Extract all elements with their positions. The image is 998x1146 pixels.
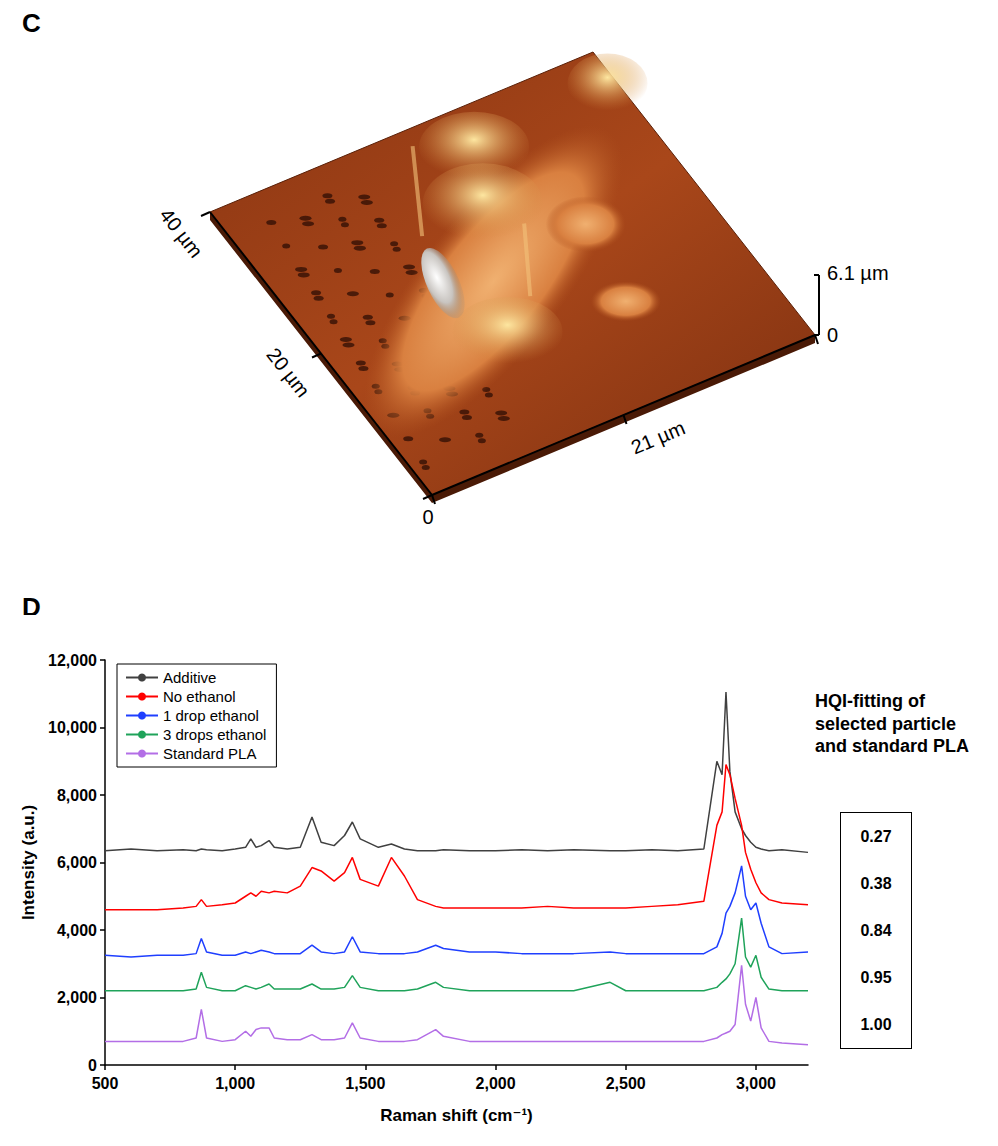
html-text:0.27: 0.27 — [860, 827, 892, 845]
html-text:C: C — [22, 8, 41, 38]
svg-text:2,000: 2,000 — [57, 989, 97, 1006]
svg-text:0: 0 — [88, 1057, 97, 1074]
html-text:0.84: 0.84 — [860, 921, 892, 939]
svg-text:2,500: 2,500 — [606, 1075, 646, 1092]
svg-text:3 drops ethanol: 3 drops ethanol — [163, 726, 266, 743]
svg-text:Standard PLA: Standard PLA — [163, 745, 256, 762]
svg-text:6,000: 6,000 — [57, 854, 97, 871]
svg-text:6.1 µm: 6.1 µm — [827, 262, 889, 284]
svg-text:2,000: 2,000 — [476, 1075, 516, 1092]
svg-text:10,000: 10,000 — [48, 719, 97, 736]
html-text:1.00: 1.00 — [860, 1015, 892, 1033]
svg-text:Intensity (a.u.): Intensity (a.u.) — [19, 805, 38, 920]
svg-text:500: 500 — [92, 1075, 119, 1092]
html-text:0.95: 0.95 — [860, 968, 892, 986]
html-text:D: D — [22, 592, 41, 622]
svg-text:Raman shift (cm⁻¹): Raman shift (cm⁻¹) — [380, 1106, 533, 1125]
svg-text:Additive: Additive — [163, 669, 216, 686]
svg-text:No ethanol: No ethanol — [163, 688, 236, 705]
svg-text:40 µm: 40 µm — [155, 204, 207, 262]
svg-text:4,000: 4,000 — [57, 922, 97, 939]
html-text:0.38: 0.38 — [860, 874, 892, 892]
svg-text:20 µm: 20 µm — [262, 344, 314, 402]
svg-text:3,000: 3,000 — [736, 1075, 776, 1092]
svg-text:12,000: 12,000 — [48, 652, 97, 669]
svg-text:1 drop ethanol: 1 drop ethanol — [163, 707, 259, 724]
svg-text:8,000: 8,000 — [57, 787, 97, 804]
svg-text:0: 0 — [827, 324, 838, 346]
html-text:HQI-fitting of selected partic: HQI-fitting of selected particle and sta… — [815, 691, 969, 756]
svg-text:0: 0 — [422, 506, 433, 528]
svg-text:1,000: 1,000 — [215, 1075, 255, 1092]
svg-text:1,500: 1,500 — [345, 1075, 385, 1092]
svg-text:21 µm: 21 µm — [628, 416, 688, 458]
